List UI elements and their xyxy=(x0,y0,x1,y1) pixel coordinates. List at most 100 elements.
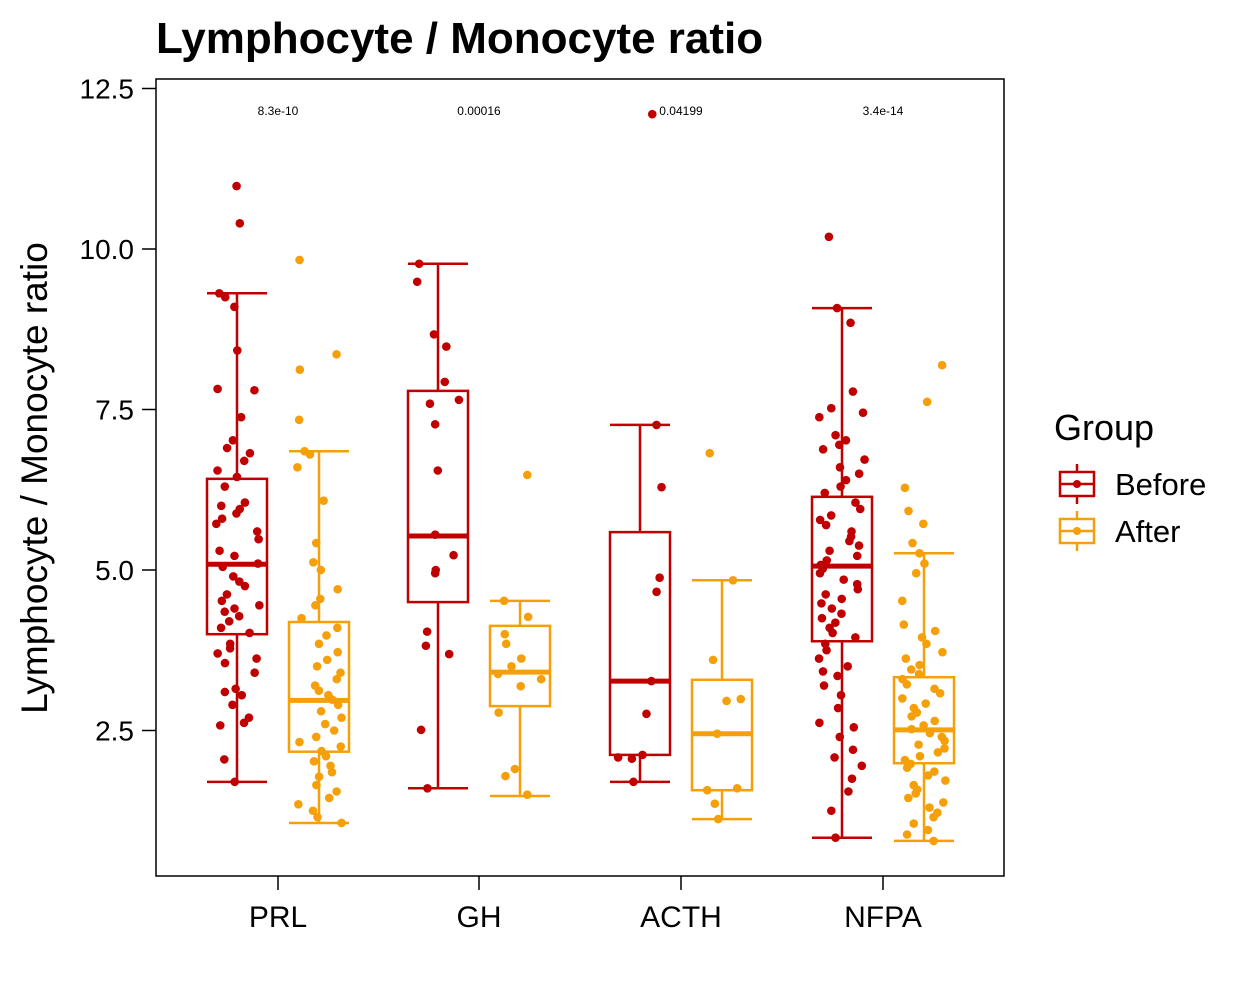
data-point xyxy=(917,633,927,642)
data-point xyxy=(232,346,242,355)
data-point xyxy=(851,498,860,507)
data-point xyxy=(647,109,657,119)
data-point xyxy=(440,377,450,387)
data-point xyxy=(818,667,828,676)
data-point xyxy=(908,538,917,548)
data-point xyxy=(824,232,834,242)
data-point xyxy=(252,654,261,663)
data-point xyxy=(652,420,661,430)
data-point xyxy=(828,628,837,638)
data-point xyxy=(322,655,332,665)
data-point xyxy=(311,601,320,610)
data-point xyxy=(935,688,945,698)
box-after-acth xyxy=(690,448,754,824)
data-point xyxy=(320,719,330,729)
box-before-gh xyxy=(406,259,470,793)
data-point xyxy=(254,534,263,544)
data-point xyxy=(430,530,440,539)
data-point xyxy=(250,668,259,678)
data-point xyxy=(493,669,503,679)
data-point xyxy=(536,674,546,684)
data-point xyxy=(831,833,840,843)
data-point xyxy=(825,546,834,556)
data-point xyxy=(938,647,947,657)
box-after-prl xyxy=(287,255,351,828)
data-point xyxy=(255,601,264,610)
x-tick-label: PRL xyxy=(249,901,307,934)
data-point xyxy=(911,789,921,798)
data-point xyxy=(915,549,924,558)
y-tick-label: 12.5 xyxy=(80,74,135,105)
data-point xyxy=(848,387,858,396)
data-point xyxy=(219,755,229,764)
data-point xyxy=(702,785,712,795)
data-point xyxy=(855,504,865,514)
data-point xyxy=(830,753,839,762)
data-point xyxy=(522,790,532,799)
data-point xyxy=(422,627,432,636)
data-point xyxy=(844,787,853,796)
x-tick-label: NFPA xyxy=(844,901,922,934)
data-point xyxy=(915,660,924,670)
data-point xyxy=(294,415,304,425)
data-point xyxy=(252,527,262,536)
data-point xyxy=(239,456,249,466)
data-point xyxy=(902,679,912,689)
data-point xyxy=(834,440,844,450)
data-point xyxy=(629,777,638,787)
data-point xyxy=(222,590,232,599)
data-point xyxy=(230,604,239,613)
data-point xyxy=(909,819,919,828)
legend-item-after: After xyxy=(1058,511,1180,551)
data-point xyxy=(940,736,949,746)
data-point xyxy=(218,562,228,572)
data-point xyxy=(232,181,241,191)
data-point xyxy=(827,604,837,613)
data-point xyxy=(857,761,867,771)
data-point xyxy=(412,277,422,287)
data-point xyxy=(902,763,912,773)
data-point xyxy=(235,219,245,228)
data-point xyxy=(230,777,240,787)
data-point xyxy=(501,771,510,781)
x-tick-label: ACTH xyxy=(640,901,722,934)
data-point xyxy=(919,721,928,730)
data-point xyxy=(230,302,239,312)
data-point xyxy=(657,482,666,492)
data-point xyxy=(898,694,907,703)
data-point xyxy=(846,318,855,328)
data-point xyxy=(231,684,240,694)
data-point xyxy=(930,626,940,636)
data-point xyxy=(423,783,432,793)
data-point xyxy=(234,611,244,621)
data-point xyxy=(220,687,230,697)
legend: Group Before After xyxy=(1054,407,1206,551)
data-point xyxy=(425,399,435,409)
data-point xyxy=(817,599,826,608)
data-point xyxy=(297,613,306,623)
data-point xyxy=(316,565,326,575)
data-point xyxy=(332,787,341,796)
box-iqr xyxy=(810,495,874,643)
data-point xyxy=(849,722,859,732)
data-point xyxy=(494,708,503,717)
data-point xyxy=(316,706,326,716)
legend-label: After xyxy=(1115,514,1180,549)
data-point xyxy=(858,408,868,418)
data-point xyxy=(815,568,825,578)
legend-key-point xyxy=(1073,527,1081,535)
data-point xyxy=(295,255,304,265)
data-point xyxy=(444,649,454,659)
data-point xyxy=(245,628,254,638)
data-point xyxy=(501,639,511,649)
data-point xyxy=(736,694,746,704)
data-point xyxy=(827,806,836,816)
y-tick-label: 2.5 xyxy=(95,716,134,747)
data-point xyxy=(815,718,824,728)
data-point xyxy=(854,541,864,550)
data-point xyxy=(240,581,250,591)
data-point xyxy=(314,772,324,782)
data-point xyxy=(833,671,842,681)
data-point xyxy=(454,395,464,405)
data-point xyxy=(213,466,222,475)
